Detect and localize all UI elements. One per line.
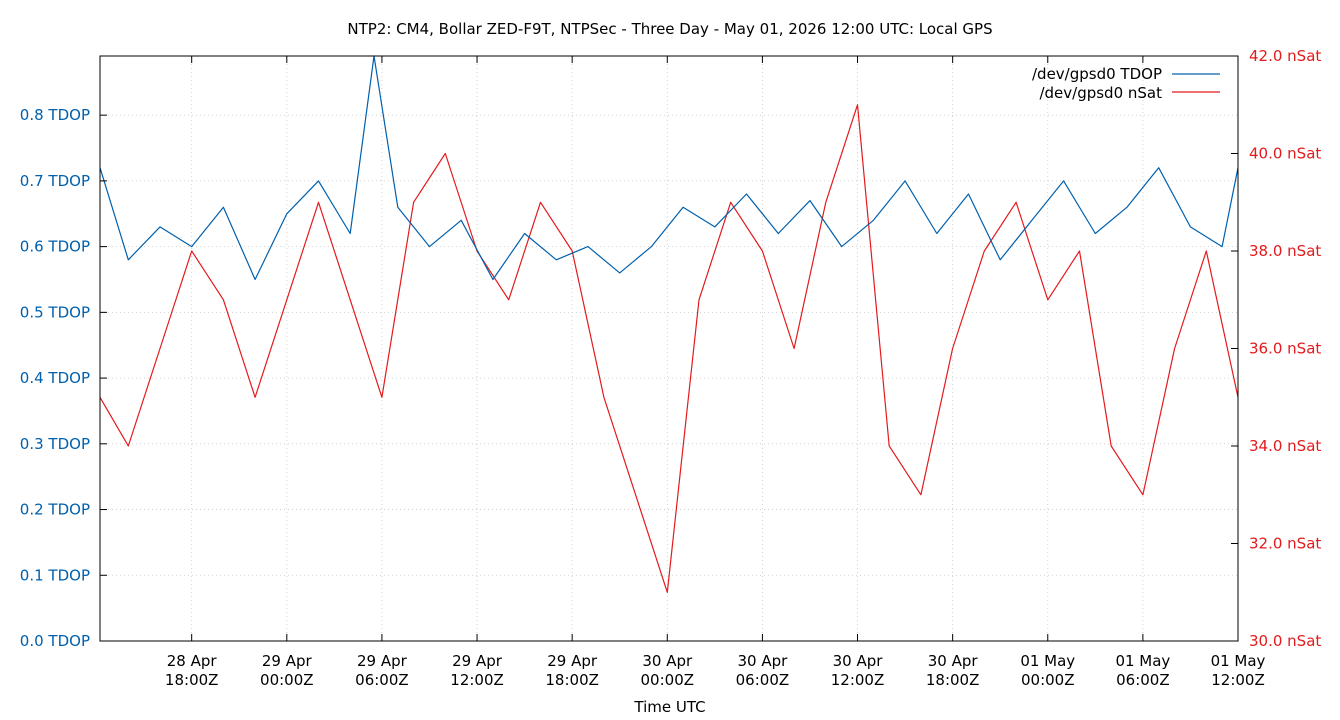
legend-label-nsat: /dev/gpsd0 nSat	[1039, 84, 1162, 102]
left-tick-label: 0.8 TDOP	[20, 106, 90, 124]
chart-title: NTP2: CM4, Bollar ZED-F9T, NTPSec - Thre…	[347, 20, 992, 38]
x-tick-label-time: 06:00Z	[736, 671, 790, 689]
right-tick-label: 38.0 nSat	[1249, 242, 1321, 260]
right-tick-label: 42.0 nSat	[1249, 47, 1321, 65]
x-tick-label-date: 29 Apr	[547, 652, 598, 670]
series-line-tdop	[99, 55, 1239, 281]
left-tick-label: 0.7 TDOP	[20, 172, 90, 190]
left-axis: 0.0 TDOP 0.1 TDOP 0.2 TDOP 0.3 TDOP 0.4 TDOP…	[20, 106, 107, 650]
x-tick-label-time: 18:00Z	[545, 671, 599, 689]
x-tick-label-date: 29 Apr	[357, 652, 408, 670]
x-tick-label-time: 00:00Z	[260, 671, 314, 689]
x-tick-label-date: 01 May	[1020, 652, 1075, 670]
left-tick-label: 0.2 TDOP	[20, 501, 90, 519]
x-tick-label-date: 01 May	[1115, 652, 1170, 670]
x-tick-label-time: 18:00Z	[165, 671, 219, 689]
right-tick-label: 40.0 nSat	[1249, 145, 1321, 163]
right-tick-label: 34.0 nSat	[1249, 437, 1321, 455]
x-tick-label-time: 12:00Z	[1211, 671, 1265, 689]
x-tick-label-date: 29 Apr	[262, 652, 313, 670]
left-tick-label: 0.4 TDOP	[20, 369, 90, 387]
right-tick-label: 32.0 nSat	[1249, 535, 1321, 553]
right-tick-label: 30.0 nSat	[1249, 632, 1321, 650]
x-tick-label-time: 06:00Z	[355, 671, 409, 689]
right-axis: 30.0 nSat 32.0 nSat 34.0 nSat 36.0 nSat 38.0…	[1231, 47, 1321, 650]
x-tick-label-date: 30 Apr	[833, 652, 884, 670]
x-tick-label-date: 30 Apr	[642, 652, 693, 670]
right-tick-label: 36.0 nSat	[1249, 340, 1321, 358]
x-tick-label-time: 00:00Z	[641, 671, 695, 689]
series-layer	[99, 55, 1239, 593]
legend-label-tdop: /dev/gpsd0 TDOP	[1032, 65, 1162, 83]
x-tick-label-time: 12:00Z	[450, 671, 504, 689]
left-tick-label: 0.1 TDOP	[20, 566, 90, 584]
legend: /dev/gpsd0 TDOP /dev/gpsd0 nSat	[1032, 65, 1220, 102]
left-tick-label: 0.0 TDOP	[20, 632, 90, 650]
left-tick-label: 0.6 TDOP	[20, 238, 90, 256]
left-tick-label: 0.3 TDOP	[20, 435, 90, 453]
series-line-nsat	[99, 104, 1239, 593]
left-tick-label: 0.5 TDOP	[20, 303, 90, 321]
x-tick-label-time: 18:00Z	[926, 671, 980, 689]
x-tick-label-date: 28 Apr	[167, 652, 218, 670]
x-tick-label-date: 29 Apr	[452, 652, 503, 670]
x-tick-label-time: 12:00Z	[831, 671, 885, 689]
x-tick-label-time: 06:00Z	[1116, 671, 1170, 689]
x-tick-label-date: 01 May	[1211, 652, 1266, 670]
x-tick-label-date: 30 Apr	[928, 652, 979, 670]
x-tick-label-date: 30 Apr	[737, 652, 788, 670]
x-tick-label-time: 00:00Z	[1021, 671, 1075, 689]
x-axis-label: Time UTC	[633, 698, 705, 716]
